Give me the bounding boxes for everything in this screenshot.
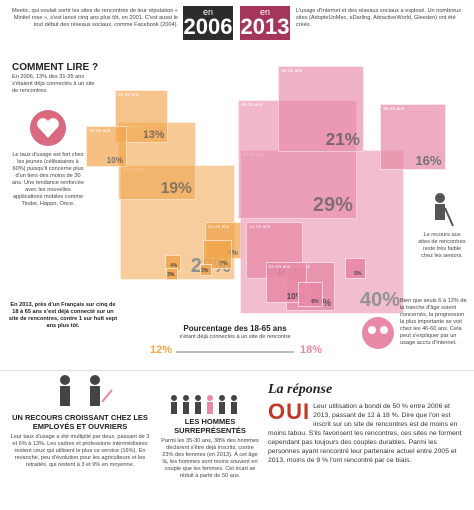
divider bbox=[0, 370, 474, 371]
year-2013: en 2013 bbox=[240, 6, 290, 40]
age-label: 26-30 ans bbox=[241, 103, 263, 108]
age-label: 41-45 ans bbox=[249, 225, 271, 230]
seniors-note: Le recours aux sites de rencontres reste… bbox=[418, 232, 466, 259]
value-label: 5% bbox=[354, 270, 362, 277]
year-prefix: en bbox=[202, 7, 213, 17]
year: 2013 bbox=[240, 14, 290, 39]
value-label: 29% bbox=[312, 193, 353, 216]
age-square: 36-40 ans 10% bbox=[86, 126, 127, 167]
couple-figure bbox=[362, 317, 394, 349]
chart-subtitle: s'étant déjà connectés à un site de renc… bbox=[179, 334, 291, 340]
age-square: 5% bbox=[345, 258, 366, 279]
couple-icon bbox=[358, 316, 398, 350]
age-square: 31-35 ans 21% bbox=[278, 66, 365, 153]
intro-2006: Meetic, qui voulait sortir les sites de … bbox=[11, 8, 178, 28]
age-square: 7% bbox=[203, 240, 232, 269]
value-label: 3% bbox=[167, 272, 175, 279]
value-label: 7% bbox=[219, 260, 228, 267]
how-to-read-title: COMMENT LIRE ? bbox=[12, 62, 99, 73]
value-label: 16% bbox=[415, 152, 442, 168]
intro-2013: L'usage d'Internet et des réseaux sociau… bbox=[296, 8, 462, 28]
value-label: 3% bbox=[201, 268, 209, 275]
value-label: 10% bbox=[106, 156, 123, 165]
value-label: 6% bbox=[311, 298, 319, 305]
value-label: 9% bbox=[227, 247, 238, 257]
senior-icon bbox=[420, 190, 460, 230]
men-icon bbox=[171, 395, 237, 414]
value-label: 13% bbox=[142, 129, 165, 142]
france-note: En 2013, près d'un Français sur cinq de … bbox=[8, 302, 118, 329]
year-2006: en 2006 bbox=[183, 6, 233, 40]
answer-block: OUI Leur utilisation a bondi de 50 % entr… bbox=[268, 399, 464, 465]
age-chart: 18-25 ans28%26-30 ans19%31-35 ans13%36-4… bbox=[86, 66, 446, 314]
age-square: 36-40 ans 16% bbox=[380, 104, 446, 170]
totals-arrow bbox=[176, 351, 294, 353]
value-label: 21% bbox=[325, 129, 361, 150]
progress-note: Bien que seuls 6 à 12% de la tranche d'â… bbox=[400, 298, 467, 346]
age-label: 36-40 ans bbox=[89, 129, 111, 134]
total-label: 18% bbox=[300, 344, 323, 356]
age-label: 51-55 ans bbox=[269, 265, 291, 270]
young-note: Le taux d'usage est fort chez les jeunes… bbox=[11, 152, 85, 207]
age-square: 6% bbox=[298, 282, 323, 307]
men-title: LES HOMMES SURREPRÉSENTÉS bbox=[174, 417, 246, 435]
total-label: 12% bbox=[150, 344, 173, 356]
answer-text: Leur utilisation a bondi de 50 % entre 2… bbox=[268, 403, 462, 464]
age-label: 41-45 ans bbox=[208, 225, 230, 230]
heart-icon bbox=[30, 110, 66, 146]
value-label: 10% bbox=[286, 292, 303, 301]
men-text: Parmi les 35-30 ans, 38% des hommes décl… bbox=[161, 438, 259, 479]
value-label: 19% bbox=[160, 179, 192, 197]
year-prefix: en bbox=[259, 7, 270, 17]
age-square: 3% bbox=[166, 268, 179, 281]
year: 2006 bbox=[183, 14, 233, 39]
age-label: 31-35 ans bbox=[281, 69, 303, 74]
how-to-read-text: En 2006, 13% des 31-35 ans s'étaient déj… bbox=[12, 74, 95, 94]
workers-text: Leur taux d'usage a été multiplié par de… bbox=[10, 434, 150, 468]
age-square: 3% bbox=[200, 264, 213, 277]
workers-icon bbox=[60, 375, 113, 406]
answer-word: OUI bbox=[268, 399, 311, 424]
chart-title: Pourcentage des 18-65 ans bbox=[183, 324, 287, 333]
answer-title: La réponse bbox=[268, 382, 333, 397]
senior-figure bbox=[435, 193, 454, 227]
totals: 12% 18% bbox=[150, 342, 360, 362]
value-label: 40% bbox=[359, 289, 400, 311]
age-label: 31-35 ans bbox=[118, 93, 140, 98]
workers-title: UN RECOURS CROISSANT CHEZ LES EMPLOYÉS E… bbox=[12, 413, 148, 431]
age-label: 36-40 ans bbox=[383, 107, 405, 112]
value-label: 4% bbox=[170, 263, 178, 270]
